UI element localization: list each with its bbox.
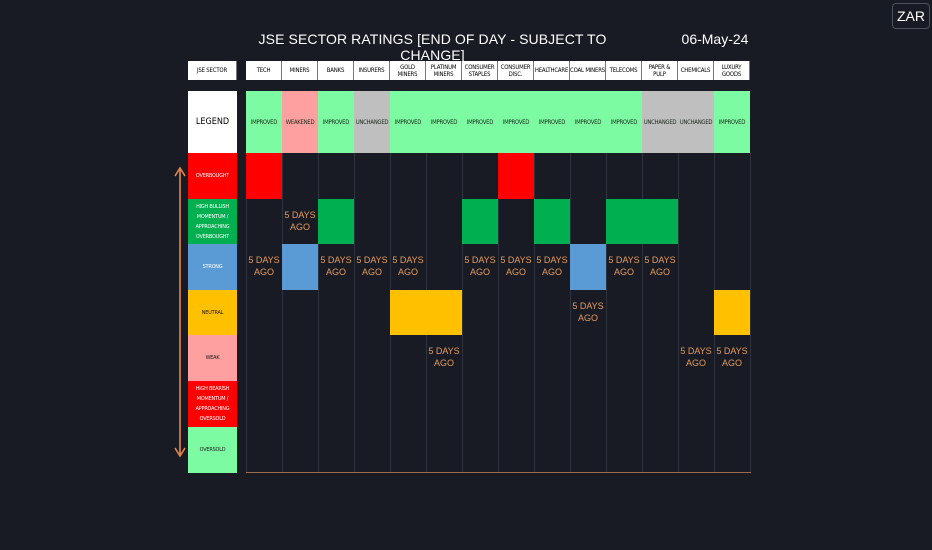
grid-divider [570,153,571,472]
five-days-ago-paper-pulp: 5 DAYS AGO [644,255,676,278]
legend-label: LEGEND [188,91,237,153]
five-days-ago-chemicals: 5 DAYS AGO [680,346,712,369]
current-rating-consumer-staples [462,198,498,245]
chart-title: JSE SECTOR RATINGS [END OF DAY - SUBJECT… [258,31,607,63]
rating-scale-arrow-icon [174,166,186,458]
sector-header-consumer-staples: CONSUMER STAPLES [462,61,498,80]
rating-level-overbought: OVERBOUGHT [188,153,237,200]
five-days-ago-telecoms: 5 DAYS AGO [608,255,640,278]
grid-divider [318,153,319,472]
status-cell-tech: IMPROVED [246,91,282,153]
sector-header-paper-pulp: PAPER & PULP [642,61,678,80]
status-cell-chemicals: UNCHANGED [678,91,714,153]
grid-divider [642,153,643,472]
grid-divider [498,153,499,472]
five-days-ago-miners: 5 DAYS AGO [284,209,316,232]
current-rating-luxury-goods [714,289,750,336]
status-cell-consumer-disc: IMPROVED [498,91,534,153]
status-cell-banks: IMPROVED [318,91,354,153]
five-days-ago-coal-miners: 5 DAYS AGO [572,300,604,323]
rating-level-weak: WEAK [188,335,237,382]
grid-divider [750,153,751,472]
chart-date: 06-May-24 [681,31,749,47]
current-rating-banks [318,198,354,245]
rating-level-neutral: NEUTRAL [188,289,237,336]
status-cell-consumer-staples: IMPROVED [462,91,498,153]
five-days-ago-healthcare: 5 DAYS AGO [536,255,568,278]
sector-header-tech: TECH [246,61,282,80]
sector-header-consumer-disc: CONSUMER DISC. [498,61,534,80]
status-cell-miners: WEAKENED [282,91,318,153]
corner-header: JSE SECTOR [188,61,237,80]
currency-button[interactable]: ZAR [892,3,930,29]
sector-header-coal-miners: COAL MINERS [570,61,606,80]
current-rating-tech [246,153,282,199]
grid-divider [606,153,607,472]
five-days-ago-insurers: 5 DAYS AGO [356,255,388,278]
sector-header-insurers: INSURERS [354,61,390,80]
sector-header-miners: MINERS [282,61,318,80]
current-rating-healthcare [534,198,570,245]
grid-divider [534,153,535,472]
sector-header-luxury-goods: LUXURY GOODS [714,61,750,80]
sector-header-healthcare: HEALTHCARE [534,61,570,80]
status-cell-platinum-miners: IMPROVED [426,91,462,153]
current-rating-platinum-miners [426,289,462,336]
current-rating-paper-pulp [642,198,678,245]
status-cell-paper-pulp: UNCHANGED [642,91,678,153]
rating-level-strong: STRONG [188,244,237,291]
five-days-ago-tech: 5 DAYS AGO [248,255,280,278]
current-rating-consumer-disc [498,153,534,199]
current-rating-gold-miners [390,289,426,336]
status-cell-telecoms: IMPROVED [606,91,642,153]
five-days-ago-luxury-goods: 5 DAYS AGO [716,346,748,369]
five-days-ago-consumer-disc: 5 DAYS AGO [500,255,532,278]
status-cell-coal-miners: IMPROVED [570,91,606,153]
current-rating-miners [282,244,318,290]
status-cell-insurers: UNCHANGED [354,91,390,153]
grid-divider [246,153,247,472]
current-rating-telecoms [606,198,642,245]
sector-header-gold-miners: GOLD MINERS [390,61,426,80]
sector-header-telecoms: TELECOMS [606,61,642,80]
grid-divider [282,153,283,472]
rating-level-high-bullish-momentum-approaching-overbought: HIGH BULLISH MOMENTUM / APPROACHING OVER… [188,198,237,245]
status-cell-luxury-goods: IMPROVED [714,91,750,153]
sector-header-banks: BANKS [318,61,354,80]
grid-divider [354,153,355,472]
sector-header-chemicals: CHEMICALS [678,61,714,80]
grid-divider [678,153,679,472]
rating-level-oversold: OVERSOLD [188,426,237,473]
current-rating-coal-miners [570,244,606,290]
five-days-ago-gold-miners: 5 DAYS AGO [392,255,424,278]
grid-divider [462,153,463,472]
status-cell-gold-miners: IMPROVED [390,91,426,153]
status-cell-healthcare: IMPROVED [534,91,570,153]
five-days-ago-platinum-miners: 5 DAYS AGO [428,346,460,369]
five-days-ago-consumer-staples: 5 DAYS AGO [464,255,496,278]
sector-header-platinum-miners: PLATINUM MINERS [426,61,462,80]
rating-level-high-bearish-momentum-approaching-oversold: HIGH BEARISH MOMENTUM / APPROACHING OVER… [188,381,237,428]
five-days-ago-banks: 5 DAYS AGO [320,255,352,278]
